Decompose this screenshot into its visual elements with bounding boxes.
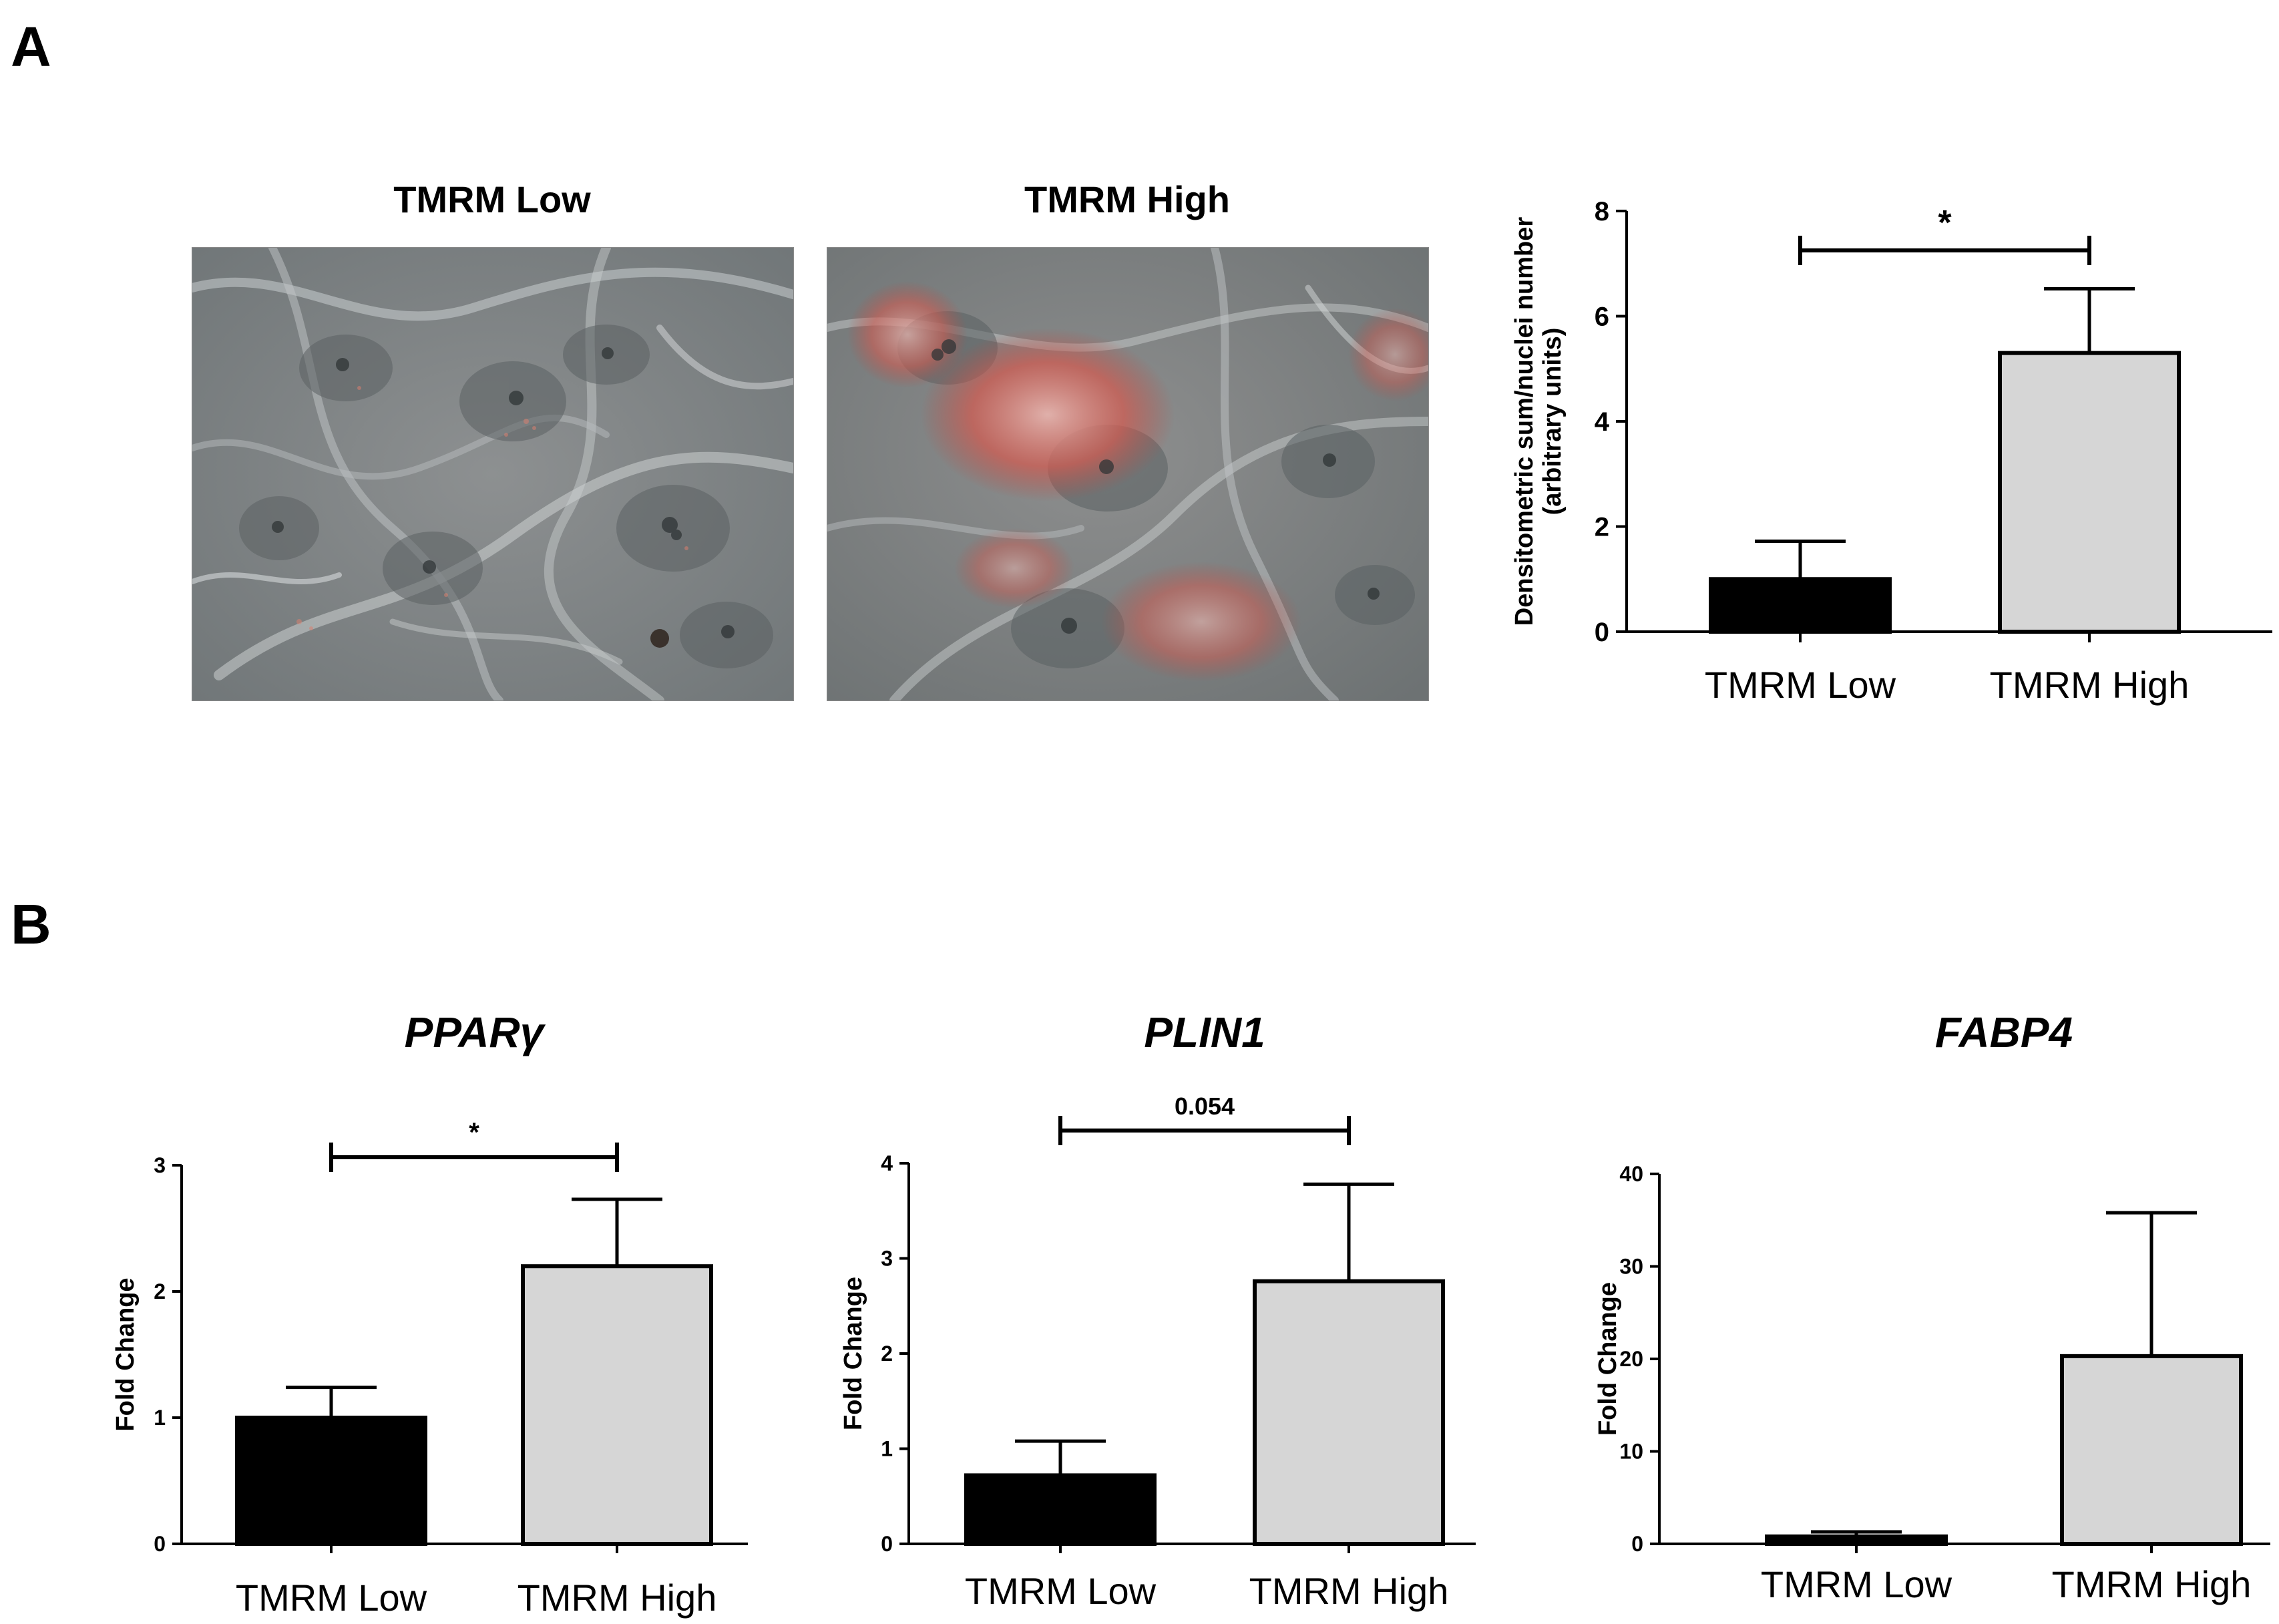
y-tick-label: 4 xyxy=(1595,407,1610,437)
y-tick-label: 40 xyxy=(1619,1162,1643,1186)
y-tick-label: 4 xyxy=(881,1151,893,1175)
y-tick-label: 10 xyxy=(1619,1440,1643,1464)
bar-tmrm-low xyxy=(1765,1534,1948,1546)
chart-title: PPARγ xyxy=(405,1008,546,1056)
y-tick-label: 20 xyxy=(1619,1347,1643,1371)
chart-plin1: PLIN1 Fold Change 0 1 2 3 4 TMRM Low TMRM High 0.… xyxy=(821,995,1489,1624)
y-axis-label-line: Fold Change xyxy=(112,1277,140,1431)
x-category-label: TMRM Low xyxy=(1761,1563,1952,1605)
micrograph-tmrm-high xyxy=(827,247,1429,701)
bar-tmrm-low xyxy=(964,1473,1157,1547)
significance-label: * xyxy=(1938,204,1952,242)
y-axis-label-line: Densitometric sum/nuclei number xyxy=(1510,217,1538,626)
y-tick-label: 1 xyxy=(154,1406,166,1430)
micrograph-caption-high: TMRM High xyxy=(1024,178,1230,220)
bar-tmrm-high xyxy=(2060,1354,2243,1546)
panel-label-a: A xyxy=(11,15,51,78)
y-axis-label: Fold Change xyxy=(1594,1282,1622,1436)
y-axis-label: Fold Change xyxy=(112,1277,140,1431)
lipid-stain-region xyxy=(921,328,1175,501)
y-tick-label: 2 xyxy=(881,1342,893,1366)
y-axis-label: Densitometric sum/nuclei number(arbitrar… xyxy=(1510,217,1567,626)
y-tick-label: 2 xyxy=(1595,513,1609,542)
significance-label: * xyxy=(469,1118,479,1147)
micrograph-tmrm-low xyxy=(192,247,794,701)
panel-label-b: B xyxy=(11,893,51,956)
y-tick-label: 8 xyxy=(1595,197,1609,226)
y-tick-label: 2 xyxy=(154,1279,166,1303)
bar-tmrm-high xyxy=(1253,1279,1445,1546)
x-category-label: TMRM High xyxy=(517,1577,717,1619)
y-tick-label: 3 xyxy=(154,1153,166,1177)
micrograph-caption-low: TMRM Low xyxy=(393,178,591,220)
y-axis-label-line: Fold Change xyxy=(839,1277,867,1430)
y-tick-label: 0 xyxy=(881,1532,893,1556)
x-category-label: TMRM High xyxy=(1990,664,2190,706)
y-axis-label-line: Fold Change xyxy=(1594,1282,1622,1436)
x-category-label: TMRM Low xyxy=(965,1570,1157,1612)
micrograph-low-image xyxy=(192,248,793,700)
y-tick-label: 1 xyxy=(881,1437,893,1461)
chart-title: PLIN1 xyxy=(1144,1008,1265,1056)
y-tick-label: 0 xyxy=(154,1532,166,1556)
y-tick-label: 3 xyxy=(881,1247,893,1271)
micrograph-high-image xyxy=(827,248,1428,700)
chart-ppar: PPARγ Fold Change 0 1 2 3 TMRM Low TMRM High * xyxy=(93,995,761,1624)
y-tick-label: 6 xyxy=(1595,302,1609,332)
y-axis-label: Fold Change xyxy=(839,1277,867,1430)
bar-tmrm-low xyxy=(235,1416,427,1546)
bar-tmrm-high xyxy=(521,1264,713,1546)
x-category-label: TMRM High xyxy=(2052,1563,2252,1605)
bar-tmrm-high xyxy=(1998,351,2181,634)
x-category-label: TMRM Low xyxy=(236,1577,427,1619)
y-axis-label-line: (arbitrary units) xyxy=(1538,328,1567,516)
chart-densitometry: Densitometric sum/nuclei number(arbitrar… xyxy=(1496,160,2279,735)
x-category-label: TMRM Low xyxy=(1705,664,1896,706)
chart-fabp4: FABP4 Fold Change 0 10 20 30 40 TMRM Low TMRM Hi… xyxy=(1576,995,2277,1624)
chart-title: FABP4 xyxy=(1935,1008,2073,1056)
y-tick-label: 0 xyxy=(1595,618,1609,647)
y-tick-label: 0 xyxy=(1631,1532,1643,1556)
x-category-label: TMRM High xyxy=(1249,1570,1449,1612)
significance-label: 0.054 xyxy=(1175,1092,1235,1120)
bar-tmrm-low xyxy=(1709,577,1892,634)
y-tick-label: 30 xyxy=(1619,1255,1643,1279)
debris-dot xyxy=(650,629,669,648)
